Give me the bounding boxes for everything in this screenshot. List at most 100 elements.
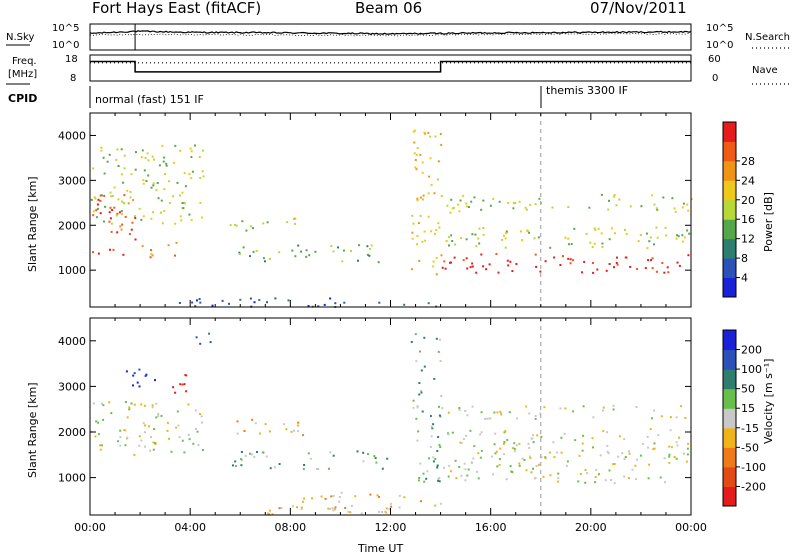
cell xyxy=(410,341,413,343)
cell xyxy=(119,429,122,432)
cell xyxy=(417,430,420,433)
cell xyxy=(285,428,288,431)
cell xyxy=(129,196,132,199)
cell xyxy=(599,454,602,457)
cell xyxy=(613,463,616,465)
cell xyxy=(92,251,94,254)
cell xyxy=(185,374,188,377)
cell xyxy=(376,494,379,497)
cell xyxy=(179,149,182,152)
cell xyxy=(144,157,147,159)
cell xyxy=(655,270,658,273)
cell xyxy=(552,441,555,444)
freq-label-line2: [MHz] xyxy=(8,69,37,80)
cell xyxy=(388,508,391,511)
cell xyxy=(488,263,491,266)
cell xyxy=(146,152,149,155)
cell xyxy=(673,207,676,210)
cell xyxy=(544,260,547,263)
cell xyxy=(152,441,155,444)
cell xyxy=(350,250,352,252)
cell xyxy=(140,218,143,221)
cell xyxy=(113,206,116,209)
cell xyxy=(648,463,651,466)
power-plot-region-5 xyxy=(411,129,443,276)
cell xyxy=(617,455,620,458)
cell xyxy=(454,459,457,462)
cell xyxy=(264,423,267,426)
cell xyxy=(606,450,609,453)
cell xyxy=(559,407,562,410)
cell xyxy=(687,442,690,445)
cell xyxy=(297,244,300,247)
power-plot-region-8 xyxy=(440,193,693,214)
cell xyxy=(637,240,640,243)
cell xyxy=(507,264,510,267)
cell xyxy=(646,435,649,438)
cell xyxy=(600,193,603,196)
cell xyxy=(178,194,181,197)
cell xyxy=(486,417,489,420)
cell xyxy=(436,466,439,469)
velocity-plot-region-8 xyxy=(441,404,687,420)
cell xyxy=(102,404,105,407)
cell xyxy=(512,207,515,210)
cell xyxy=(184,185,187,188)
cell xyxy=(250,453,253,456)
cell xyxy=(494,452,497,455)
cell xyxy=(631,468,634,471)
cell xyxy=(534,415,537,417)
nsearch-label: N.Search xyxy=(745,32,790,43)
cell xyxy=(243,430,246,432)
cell xyxy=(537,463,540,466)
cell xyxy=(333,508,336,511)
noise-right-tick-top: 10^5 xyxy=(706,23,733,34)
cell xyxy=(469,266,472,269)
cell xyxy=(493,443,496,446)
cell xyxy=(303,497,306,500)
cell xyxy=(478,227,481,230)
cell xyxy=(578,454,581,457)
power-colorbar: 4 8 12 16 20 24 28 xyxy=(722,121,755,298)
cell xyxy=(181,202,184,204)
cell xyxy=(386,457,389,460)
cell xyxy=(180,219,183,222)
cell xyxy=(618,198,621,201)
cell xyxy=(687,254,690,257)
cell xyxy=(439,360,442,362)
cell xyxy=(113,186,116,189)
cell xyxy=(94,435,97,438)
cell xyxy=(608,263,611,265)
cell xyxy=(200,216,203,219)
cell xyxy=(181,191,184,194)
cell xyxy=(398,506,401,509)
cell xyxy=(419,350,421,353)
cell xyxy=(588,206,591,209)
cell xyxy=(369,493,372,496)
cell xyxy=(653,442,656,445)
cell xyxy=(123,154,126,157)
cell xyxy=(196,430,199,433)
cell xyxy=(506,259,509,262)
cell xyxy=(328,467,330,470)
cell xyxy=(158,164,161,167)
power-plot-region-2 xyxy=(141,241,178,259)
cell xyxy=(647,259,650,262)
cell xyxy=(678,436,680,439)
cell xyxy=(122,181,125,184)
power-plot-region-6 xyxy=(441,253,690,274)
cell xyxy=(320,495,323,498)
cell xyxy=(343,249,345,252)
cell xyxy=(131,221,134,224)
cell xyxy=(108,211,111,214)
cell xyxy=(294,255,297,258)
velocity-plot-region-0 xyxy=(90,401,204,456)
velocity-plot-region-6 xyxy=(410,333,443,483)
cell xyxy=(466,414,469,417)
cell xyxy=(96,207,99,210)
cell xyxy=(422,198,424,201)
cell xyxy=(615,204,618,207)
cell xyxy=(100,194,103,197)
cell xyxy=(438,476,441,479)
cell xyxy=(665,234,668,237)
